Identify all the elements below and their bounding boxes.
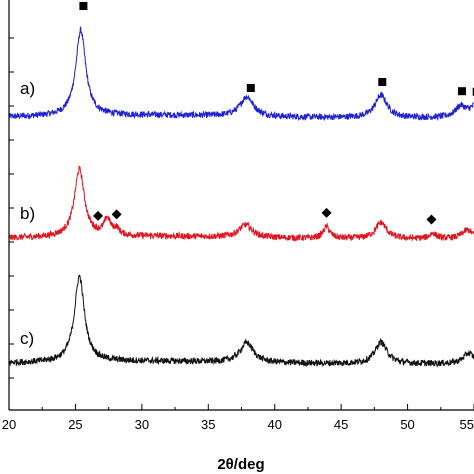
series-label-b: b) — [20, 204, 35, 223]
marker-square — [79, 2, 88, 10]
marker-square — [472, 87, 474, 96]
x-tick-label: 30 — [135, 417, 149, 432]
marker-diamond — [111, 209, 122, 220]
series-line-a — [8, 25, 474, 122]
marker-square — [378, 78, 387, 86]
x-tick-label: 45 — [334, 417, 348, 432]
x-tick-label: 25 — [68, 417, 82, 432]
marker-square — [246, 84, 255, 92]
x-tick-label: 50 — [400, 417, 414, 432]
marker-square — [458, 87, 466, 96]
x-tick-label: 55 — [460, 417, 474, 432]
plot-area — [8, 2, 474, 368]
marker-diamond — [426, 214, 437, 225]
series-line-b — [8, 165, 474, 242]
series-line-c — [8, 274, 474, 368]
marker-diamond — [93, 210, 104, 221]
marker-diamond — [321, 207, 332, 218]
x-tick-label: 40 — [267, 417, 281, 432]
x-tick-label: 20 — [2, 417, 16, 432]
x-axis-label: 2θ/deg — [217, 456, 264, 473]
axes: 20 25 30 35 40 45 50 55 — [2, 0, 474, 432]
series-label-a: a) — [20, 79, 35, 98]
x-tick-label: 35 — [201, 417, 215, 432]
series-label-c: c) — [20, 329, 34, 348]
